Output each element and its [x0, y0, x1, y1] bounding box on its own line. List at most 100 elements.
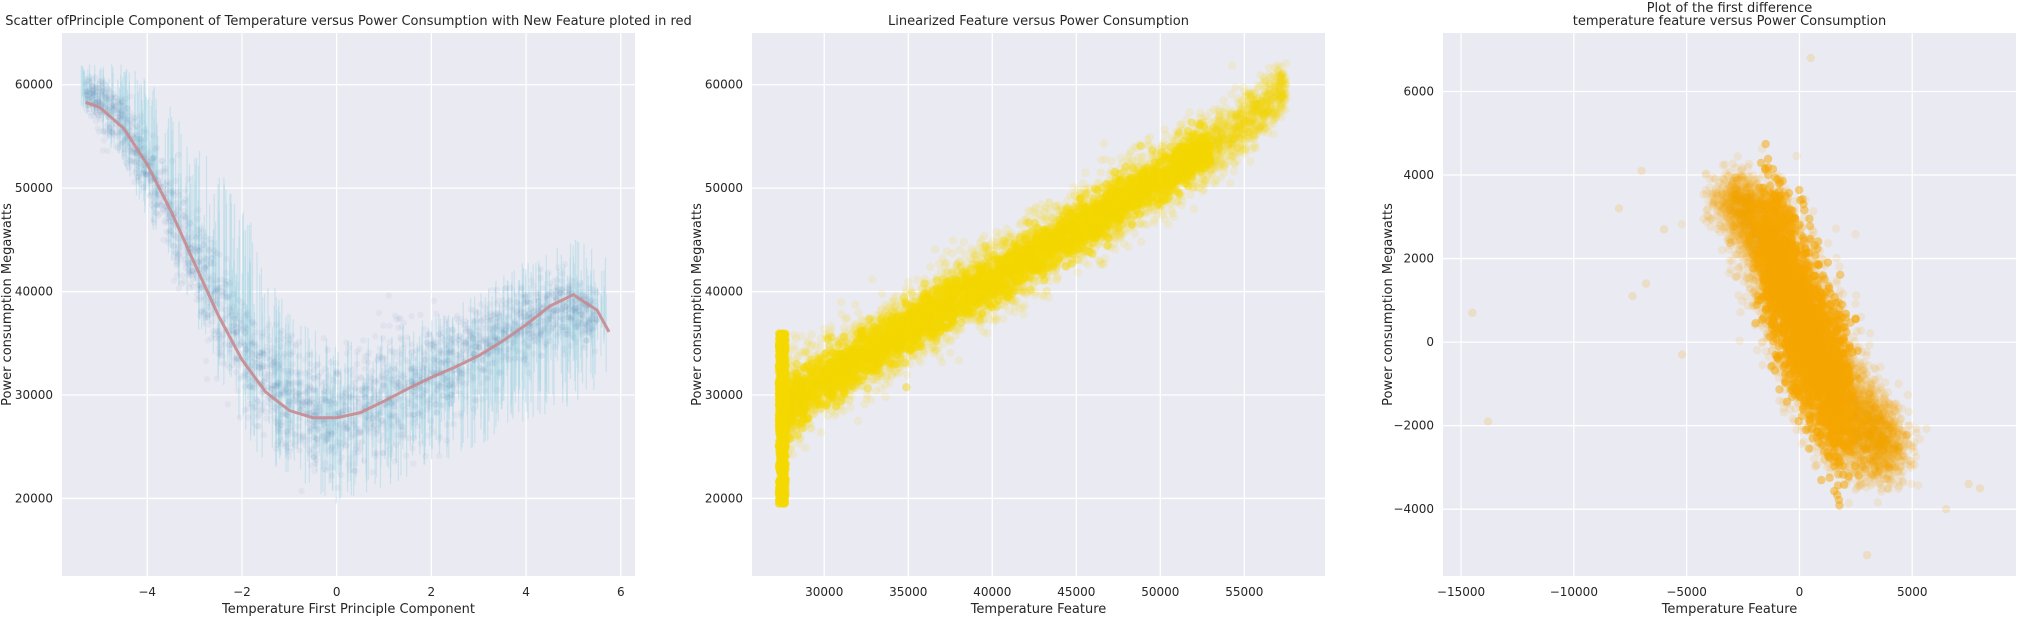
scatter-point: [234, 387, 241, 394]
scatter-point: [273, 350, 280, 357]
scatter-point: [1118, 186, 1128, 195]
scatter-point: [83, 96, 91, 103]
scatter-point: [170, 205, 178, 213]
scatter-point: [350, 421, 358, 428]
scatter-point: [571, 304, 578, 312]
scatter-point: [311, 434, 318, 441]
scatter-point: [552, 294, 559, 301]
scatter-point: [169, 187, 176, 195]
scatter-point: [284, 367, 291, 375]
scatter-point: [493, 335, 501, 342]
scatter-point: [1147, 198, 1156, 207]
scatter-point: [966, 283, 975, 293]
scatter-point: [856, 381, 865, 390]
scatter-point: [215, 330, 223, 338]
scatter-point: [258, 363, 266, 370]
scatter-point: [462, 340, 469, 347]
scatter-point: [371, 393, 378, 401]
scatter-point: [1035, 256, 1045, 265]
scatter-point: [934, 297, 943, 306]
scatter-point: [365, 415, 373, 422]
scatter-point: [395, 381, 403, 388]
scatter-point: [409, 388, 417, 395]
scatter-point: [284, 380, 292, 387]
scatter-point: [380, 381, 387, 388]
scatter-point: [309, 422, 317, 430]
scatter-point: [375, 421, 382, 428]
scatter-point: [512, 322, 519, 330]
scatter-point: [138, 145, 145, 153]
scatter-point: [941, 278, 950, 287]
scatter-point: [1063, 212, 1073, 221]
scatter-point: [413, 391, 420, 399]
scatter-point: [495, 369, 503, 376]
scatter-point: [867, 348, 877, 357]
scatter-point: [537, 303, 544, 310]
scatter-point: [568, 327, 575, 334]
scatter-point: [565, 289, 572, 296]
scatter-point: [351, 385, 359, 392]
scatter-point: [255, 352, 262, 360]
scatter-point: [126, 112, 133, 120]
scatter-point: [118, 108, 125, 115]
scatter-point: [327, 401, 334, 408]
scatter-point: [117, 128, 124, 135]
scatter-point: [275, 425, 282, 433]
scatter-point: [531, 333, 538, 340]
scatter-point: [122, 159, 130, 166]
scatter-point: [413, 347, 420, 354]
scatter-point: [284, 447, 291, 455]
scatter-point: [511, 355, 518, 362]
scatter-point: [494, 315, 502, 322]
scatter-point: [455, 368, 462, 375]
scatter-point: [102, 94, 109, 101]
scatter-point: [160, 236, 167, 244]
scatter-point: [338, 392, 345, 400]
scatter-point: [924, 314, 933, 324]
scatter-point: [92, 108, 99, 116]
scatter-point: [498, 302, 505, 309]
scatter-point: [256, 363, 263, 371]
scatter-point: [123, 137, 131, 144]
scatter-point: [371, 449, 379, 456]
scatter-point: [490, 334, 497, 341]
scatter-point: [924, 294, 933, 304]
scatter-point: [482, 374, 489, 381]
plot-area: [752, 33, 1325, 576]
scatter-point: [566, 288, 574, 295]
scatter-point: [277, 365, 285, 373]
scatter-point: [572, 304, 579, 312]
scatter-point: [94, 111, 102, 119]
scatter-point: [359, 387, 366, 394]
scatter-point: [398, 350, 406, 358]
scatter-point: [346, 406, 353, 414]
scatter-point: [919, 313, 929, 322]
scatter-point: [499, 297, 506, 304]
scatter-point: [350, 467, 358, 475]
scatter-point: [553, 307, 560, 315]
scatter-point: [127, 117, 134, 124]
scatter-point: [388, 377, 396, 384]
scatter-point: [286, 398, 294, 405]
scatter-point: [493, 318, 500, 326]
scatter-point: [428, 341, 435, 348]
scatter-point: [369, 425, 376, 432]
scatter-point: [564, 301, 572, 308]
scatter-point: [261, 351, 268, 358]
scatter-point: [211, 289, 219, 297]
scatter-point: [491, 336, 498, 344]
scatter-point: [536, 334, 543, 341]
scatter-point: [223, 278, 231, 285]
scatter-point: [443, 394, 451, 401]
scatter-point: [264, 384, 271, 391]
scatter-point: [106, 127, 114, 135]
scatter-point: [250, 338, 258, 346]
scatter-point: [456, 390, 464, 398]
scatter-point: [421, 361, 429, 369]
scatter-point: [268, 344, 276, 352]
scatter-point: [881, 347, 890, 357]
scatter-point: [248, 341, 256, 348]
scatter-point: [419, 412, 426, 419]
scatter-point: [411, 401, 418, 409]
scatter-point: [322, 438, 329, 445]
